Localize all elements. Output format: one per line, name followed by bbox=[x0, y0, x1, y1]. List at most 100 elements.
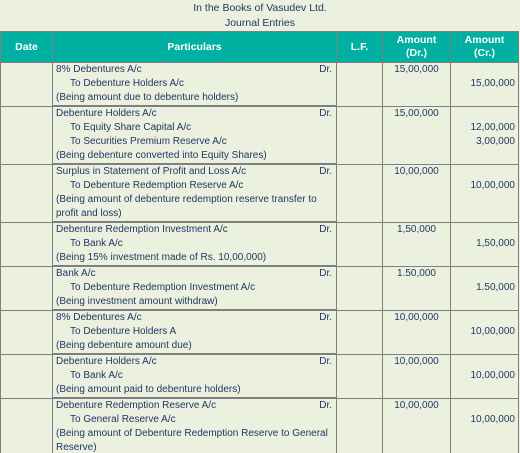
particulars-cell: 8% Debentures A/c Dr. To Debenture Holders… bbox=[52, 62, 337, 107]
lf-cell bbox=[336, 354, 383, 399]
narration: (Being amount due to debenture holders) bbox=[53, 91, 336, 106]
credit-account: To Debenture Holders A/c bbox=[70, 78, 184, 89]
debit-account: Surplus in Statement of Profit and Loss … bbox=[56, 166, 247, 177]
dr-marker: Dr. bbox=[319, 64, 332, 75]
date-cell bbox=[0, 354, 53, 399]
debit-account: Debenture Redemption Investment A/c bbox=[56, 224, 228, 235]
debit-line: Debenture Holders A/c Dr. bbox=[53, 107, 336, 121]
amount-dr-label: Amount bbox=[396, 34, 437, 46]
debit-account: Debenture Redemption Reserve A/c bbox=[56, 400, 217, 411]
lf-cell bbox=[336, 398, 383, 453]
credit-amount-cell: 1.50,000 bbox=[450, 266, 519, 311]
journal-entry-row: Debenture Redemption Reserve A/c Dr. To Ge… bbox=[0, 398, 519, 453]
date-header: Date bbox=[0, 31, 53, 63]
credit-amount-cell: 10,00,000 bbox=[450, 310, 519, 355]
debit-amount: 15,00,000 bbox=[394, 108, 439, 119]
debit-amount-cell: 10,00,000 bbox=[382, 164, 451, 223]
amount-cr-sub: (Cr.) bbox=[474, 47, 495, 59]
particulars-cell: 8% Debentures A/c Dr. To Debenture Holders… bbox=[52, 310, 337, 355]
dr-marker: Dr. bbox=[319, 312, 332, 323]
credit-amount: 10,00,000 bbox=[470, 414, 516, 425]
debit-amount-cell: 10,00,000 bbox=[382, 354, 451, 399]
credit-amount: 10,00,000 bbox=[470, 180, 516, 191]
credit-account: To Bank A/c bbox=[70, 238, 123, 249]
credit-amount: 3,00,000 bbox=[476, 136, 515, 147]
debit-amount-cell: 1,50,000 bbox=[382, 222, 451, 267]
debit-amount-cell: 1.50,000 bbox=[382, 266, 451, 311]
particulars-cell: Debenture Holders A/c Dr. To Equity Share … bbox=[52, 106, 337, 165]
credit-amount: 10,00,000 bbox=[470, 370, 516, 381]
particulars-header: Particulars bbox=[52, 31, 337, 63]
journal-table: Date Particulars L.F. Amount (Dr.) Amoun… bbox=[0, 31, 519, 453]
debit-line: 8% Debentures A/c Dr. bbox=[53, 311, 336, 325]
narration: (Being investment amount withdraw) bbox=[53, 295, 336, 310]
debit-account: Bank A/c bbox=[56, 268, 96, 279]
debit-amount: 10,00,000 bbox=[394, 356, 439, 367]
particulars-cell: Debenture Redemption Investment A/c Dr. To… bbox=[52, 222, 337, 267]
narration: (Being debenture converted into Equity S… bbox=[53, 149, 336, 164]
debit-line: Debenture Redemption Investment A/c Dr. bbox=[53, 223, 336, 237]
journal-entry-row: Debenture Holders A/c Dr. To Bank A/c (Bein… bbox=[0, 354, 519, 399]
lf-header: L.F. bbox=[336, 31, 383, 63]
debit-amount: 15,00,000 bbox=[394, 64, 439, 75]
date-cell bbox=[0, 266, 53, 311]
date-cell bbox=[0, 106, 53, 165]
journal-entry-row: Bank A/c Dr. To Debenture Redemption Inves… bbox=[0, 266, 519, 311]
debit-line: 8% Debentures A/c Dr. bbox=[53, 63, 336, 77]
credit-amount-cell: 10,00,000 bbox=[450, 164, 519, 223]
credit-account: To Debenture Redemption Investment A/c bbox=[70, 282, 256, 293]
dr-marker: Dr. bbox=[319, 166, 332, 177]
journal-entry-row: Surplus in Statement of Profit and Loss … bbox=[0, 164, 519, 223]
debit-account: 8% Debentures A/c bbox=[56, 312, 142, 323]
amount-dr-header: Amount (Dr.) bbox=[382, 31, 451, 63]
lf-cell bbox=[336, 62, 383, 107]
debit-amount-cell: 15,00,000 bbox=[382, 62, 451, 107]
debit-amount-cell: 10,00,000 bbox=[382, 310, 451, 355]
journal-subtitle: Journal Entries bbox=[224, 17, 296, 29]
book-title: In the Books of Vasudev Ltd. bbox=[193, 2, 327, 14]
entries-body: 8% Debentures A/c Dr. To Debenture Holders… bbox=[0, 62, 519, 453]
credit-account: To General Reserve A/c bbox=[70, 414, 176, 425]
lf-cell bbox=[336, 310, 383, 355]
date-cell bbox=[0, 164, 53, 223]
dr-marker: Dr. bbox=[319, 224, 332, 235]
debit-line: Bank A/c Dr. bbox=[53, 267, 336, 281]
lf-cell bbox=[336, 266, 383, 311]
credit-amount: 15,00,000 bbox=[470, 78, 516, 89]
debit-account: 8% Debentures A/c bbox=[56, 64, 142, 75]
lf-cell bbox=[336, 164, 383, 223]
dr-marker: Dr. bbox=[319, 268, 332, 279]
credit-account: To Debenture Redemption Reserve A/c bbox=[70, 180, 244, 191]
debit-account: Debenture Holders A/c bbox=[56, 356, 157, 367]
debit-line: Debenture Redemption Reserve A/c Dr. bbox=[53, 399, 336, 413]
lf-cell bbox=[336, 106, 383, 165]
debit-amount: 1,50,000 bbox=[397, 224, 436, 235]
narration: (Being amount paid to debenture holders) bbox=[53, 383, 336, 398]
journal-entry-row: Debenture Holders A/c Dr. To Equity Share … bbox=[0, 106, 519, 165]
narration: (Being amount of debenture redemption re… bbox=[53, 193, 336, 222]
narration: (Being amount of Debenture Redemption Re… bbox=[53, 427, 336, 453]
journal-entry-row: 8% Debentures A/c Dr. To Debenture Holders… bbox=[0, 62, 519, 107]
amount-dr-sub: (Dr.) bbox=[406, 47, 427, 59]
journal-entry-row: Debenture Redemption Investment A/c Dr. To… bbox=[0, 222, 519, 267]
date-cell bbox=[0, 62, 53, 107]
dr-marker: Dr. bbox=[319, 400, 332, 411]
credit-amount-cell: 15,00,000 bbox=[450, 62, 519, 107]
credit-account: To Securities Premium Reserve A/c bbox=[70, 136, 227, 147]
credit-amount: 1.50,000 bbox=[476, 282, 515, 293]
credit-amount: 1,50,000 bbox=[476, 238, 515, 249]
dr-marker: Dr. bbox=[319, 108, 332, 119]
credit-amount-cell: 10,00,000 bbox=[450, 354, 519, 399]
credit-amount-cell: 10,00,000 bbox=[450, 398, 519, 453]
debit-amount-cell: 10,00,000 bbox=[382, 398, 451, 453]
amount-cr-label: Amount bbox=[464, 34, 505, 46]
dr-marker: Dr. bbox=[319, 356, 332, 367]
narration: (Being 15% investment made of Rs. 10,00,… bbox=[53, 251, 336, 266]
journal-entry-row: 8% Debentures A/c Dr. To Debenture Holders… bbox=[0, 310, 519, 355]
header-row: Date Particulars L.F. Amount (Dr.) Amoun… bbox=[0, 31, 519, 63]
debit-account: Debenture Holders A/c bbox=[56, 108, 157, 119]
credit-amount-cell: 12,00,000 3,00,000 bbox=[450, 106, 519, 165]
debit-amount-cell: 15,00,000 bbox=[382, 106, 451, 165]
particulars-cell: Debenture Redemption Reserve A/c Dr. To Ge… bbox=[52, 398, 337, 453]
particulars-cell: Surplus in Statement of Profit and Loss … bbox=[52, 164, 337, 223]
